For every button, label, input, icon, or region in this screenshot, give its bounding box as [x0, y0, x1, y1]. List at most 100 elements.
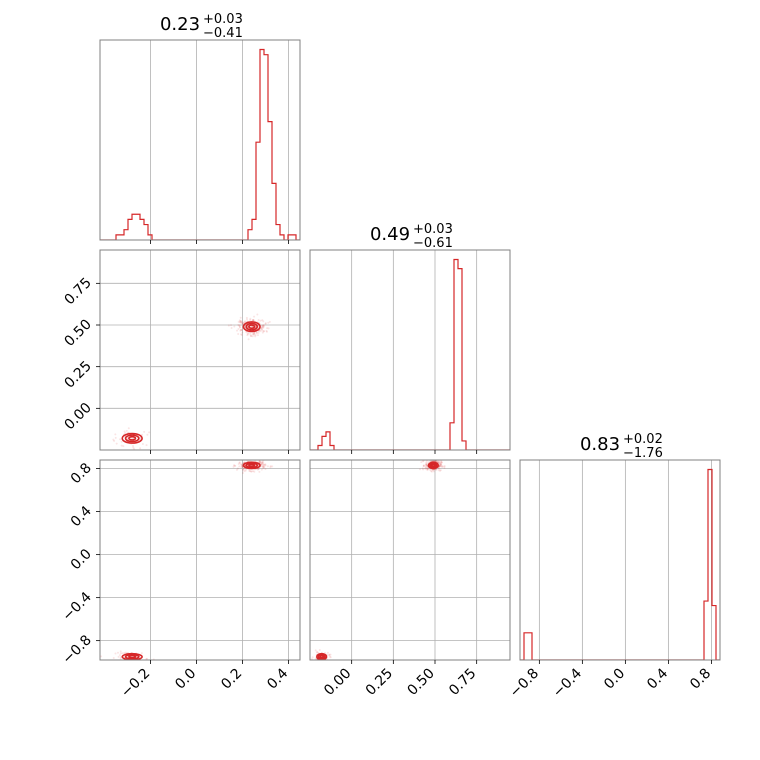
sample-point	[439, 463, 442, 466]
sample-point	[124, 432, 127, 435]
sample-point	[115, 442, 118, 445]
panel-frame	[519, 459, 721, 661]
sample-point	[119, 438, 122, 441]
panel-frame	[99, 249, 301, 451]
sample-point	[127, 663, 129, 665]
sample-point	[425, 464, 428, 467]
y-tick-label: 0.4	[68, 503, 95, 530]
sample-point	[242, 322, 245, 325]
sample-point	[437, 461, 440, 464]
hist-panel-2: 0.49 +0.03−0.61	[309, 222, 511, 454]
param-title-minus: −1.76	[623, 446, 663, 461]
sample-point	[238, 321, 241, 324]
sample-point	[251, 318, 254, 321]
sample-point	[146, 657, 149, 660]
sample-point	[256, 334, 259, 337]
sample-point	[421, 460, 424, 463]
sample-point	[264, 467, 267, 470]
sample-point	[120, 440, 123, 443]
y-tick-label: 0.00	[61, 400, 94, 433]
sample-point	[256, 313, 259, 316]
sample-point	[432, 470, 435, 473]
sample-point	[439, 460, 442, 463]
sample-point	[249, 470, 252, 473]
sample-point	[230, 324, 233, 327]
sample-point	[258, 460, 261, 463]
sample-point	[249, 317, 252, 320]
sample-point	[252, 319, 255, 322]
sample-point	[424, 467, 427, 470]
sample-point	[253, 458, 255, 460]
sample-point	[430, 469, 433, 472]
sample-point	[237, 333, 240, 336]
sample-point	[262, 326, 265, 329]
sample-point	[239, 329, 242, 332]
sample-point	[240, 333, 243, 336]
sample-point	[422, 464, 425, 467]
sample-point	[427, 461, 430, 464]
sample-point	[438, 461, 441, 464]
sample-point	[234, 465, 237, 468]
sample-point	[133, 447, 136, 450]
sample-point	[251, 319, 254, 322]
sample-point	[238, 325, 241, 328]
sample-point	[438, 460, 441, 463]
sample-point	[139, 447, 142, 450]
sample-point	[424, 465, 427, 468]
sample-point	[264, 463, 267, 466]
sample-point	[424, 463, 427, 466]
sample-point	[262, 466, 265, 469]
sample-point	[245, 331, 248, 334]
sample-point	[116, 651, 119, 654]
sample-point	[238, 324, 241, 327]
scatter-panel-3-2: 0.00 0.25 0.50 0.75	[309, 459, 511, 699]
sample-point	[146, 433, 149, 436]
sample-point	[242, 468, 245, 471]
density-contour	[124, 653, 140, 660]
sample-point	[249, 335, 252, 338]
sample-point	[100, 655, 103, 658]
sample-point	[259, 319, 262, 322]
x-tick-label: −0.8	[507, 666, 542, 701]
sample-point	[261, 460, 264, 463]
sample-point	[117, 655, 120, 658]
sample-point	[424, 466, 427, 469]
density-contour	[245, 322, 259, 331]
sample-point	[119, 650, 122, 653]
sample-point	[421, 467, 424, 470]
sample-point	[123, 651, 126, 654]
sample-point	[261, 329, 264, 332]
sample-point	[268, 320, 271, 323]
sample-point	[250, 470, 253, 473]
sample-point	[436, 460, 439, 463]
sample-point	[258, 330, 261, 333]
sample-point	[260, 327, 263, 330]
sample-point	[439, 464, 442, 467]
sample-point	[316, 650, 319, 653]
x-tick-label: 0.00	[321, 666, 354, 699]
sample-point	[437, 469, 440, 472]
sample-point	[122, 445, 125, 448]
sample-point	[439, 463, 442, 466]
sample-point	[426, 467, 429, 470]
sample-point	[263, 465, 266, 468]
sample-point	[441, 465, 444, 468]
panel-frame	[99, 459, 301, 661]
sample-point	[119, 652, 122, 655]
sample-point	[237, 320, 240, 323]
sample-point	[249, 333, 252, 336]
sample-point	[242, 467, 245, 470]
sample-point	[245, 318, 248, 321]
sample-point	[261, 461, 264, 464]
x-tick-label: −0.4	[550, 665, 585, 700]
panel-frame	[99, 39, 301, 241]
sample-point	[438, 462, 441, 465]
sample-point	[252, 319, 255, 322]
sample-point	[127, 427, 130, 430]
sample-point	[253, 315, 256, 318]
sample-point	[425, 461, 428, 464]
sample-point	[252, 319, 255, 322]
sample-point	[238, 461, 241, 464]
sample-point	[440, 461, 443, 464]
sample-point	[442, 465, 445, 468]
